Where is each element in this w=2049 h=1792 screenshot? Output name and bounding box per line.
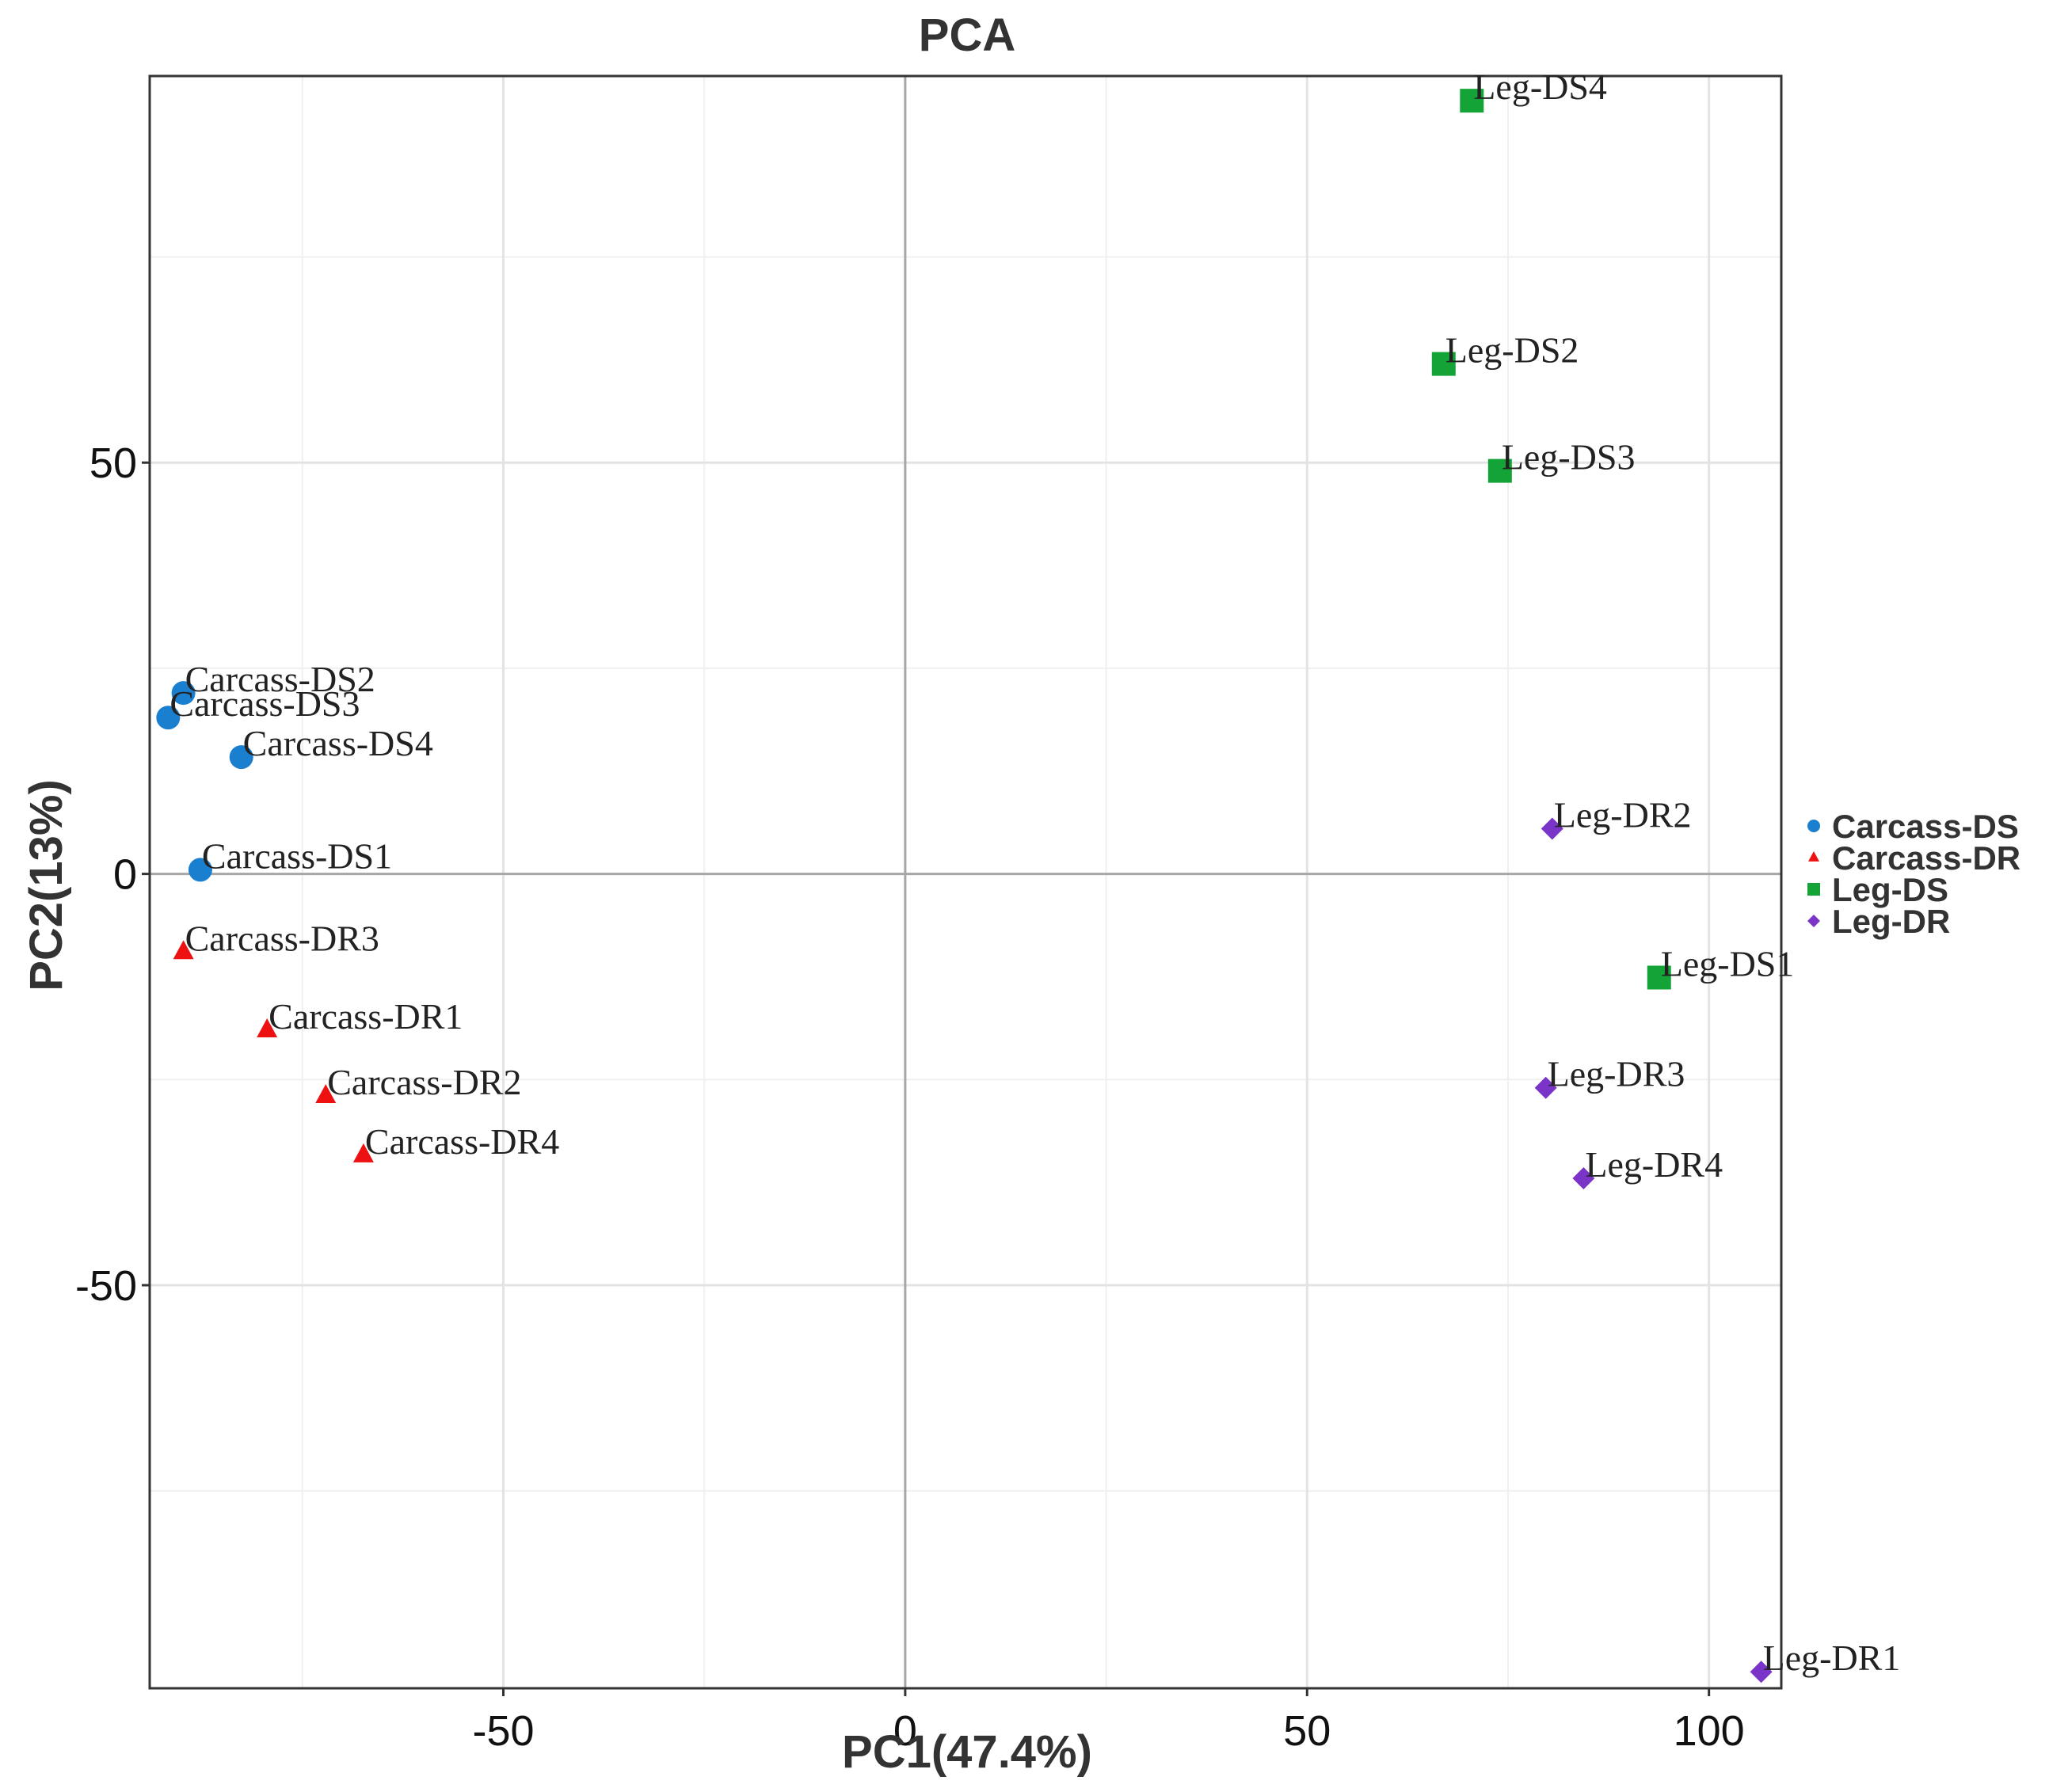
point-carcass-ds4 bbox=[229, 745, 253, 770]
minor-gridlines bbox=[150, 76, 1781, 1688]
point-leg-dr1 bbox=[1750, 1661, 1773, 1684]
point-label-leg-dr3: Leg-DR3 bbox=[1548, 1054, 1685, 1094]
point-label-leg-dr1: Leg-DR1 bbox=[1763, 1638, 1901, 1678]
x-tick-label: -50 bbox=[472, 1707, 534, 1755]
point-carcass-dr2 bbox=[315, 1084, 337, 1104]
y-tick-label: 50 bbox=[90, 439, 137, 487]
plot-panel-border bbox=[148, 74, 1783, 1690]
x-tick-label: 100 bbox=[1674, 1707, 1745, 1755]
point-label-leg-dr2: Leg-DR2 bbox=[1554, 794, 1692, 835]
legend-label-leg-dr: Leg-DR bbox=[1832, 903, 1950, 940]
point-carcass-ds2 bbox=[171, 681, 196, 706]
point-leg-ds3 bbox=[1487, 458, 1512, 483]
point-label-carcass-dr2: Carcass-DR2 bbox=[327, 1062, 521, 1102]
legend-key-leg-ds bbox=[1807, 883, 1820, 896]
point-label-leg-ds2: Leg-DS2 bbox=[1445, 330, 1579, 371]
point-label-carcass-dr1: Carcass-DR1 bbox=[269, 996, 463, 1037]
y-axis-ticks: -50 0 50 bbox=[75, 439, 150, 1310]
y-tick-label: 0 bbox=[113, 851, 137, 899]
point-label-carcass-ds2: Carcass-DS2 bbox=[185, 659, 375, 699]
point-label-carcass-dr4: Carcass-DR4 bbox=[365, 1121, 559, 1162]
chart-title: PCA bbox=[919, 10, 1015, 61]
point-label-leg-ds1: Leg-DS1 bbox=[1661, 943, 1795, 984]
point-label-carcass-dr3: Carcass-DR3 bbox=[185, 918, 379, 958]
x-tick-label: 50 bbox=[1283, 1707, 1331, 1755]
point-leg-dr2 bbox=[1541, 817, 1563, 840]
y-tick-label: -50 bbox=[75, 1262, 137, 1310]
legend-label-carcass-dr: Carcass-DR bbox=[1832, 839, 2020, 877]
y-axis-label: PC2(13%) bbox=[21, 779, 72, 991]
point-carcass-ds3 bbox=[156, 706, 181, 730]
point-label-leg-ds4: Leg-DS4 bbox=[1473, 67, 1607, 107]
legend-key-leg-dr bbox=[1807, 915, 1820, 927]
point-leg-dr4 bbox=[1572, 1166, 1595, 1189]
point-leg-ds2 bbox=[1431, 352, 1456, 376]
major-gridlines bbox=[150, 76, 1781, 1688]
point-carcass-dr3 bbox=[173, 940, 194, 960]
point-label-carcass-ds3: Carcass-DS3 bbox=[169, 683, 360, 724]
legend-key-carcass-ds bbox=[1807, 820, 1820, 832]
legend-key-carcass-dr bbox=[1808, 850, 1819, 862]
x-axis-label: PC1(47.4%) bbox=[842, 1726, 1092, 1778]
x-tick-label: 0 bbox=[893, 1707, 917, 1755]
point-label-leg-ds3: Leg-DS3 bbox=[1502, 437, 1636, 477]
point-carcass-dr4 bbox=[352, 1143, 374, 1162]
point-label-carcass-ds1: Carcass-DS1 bbox=[202, 835, 392, 876]
data-points bbox=[156, 89, 1773, 1684]
point-label-carcass-ds4: Carcass-DS4 bbox=[243, 723, 433, 763]
point-carcass-ds1 bbox=[188, 858, 212, 882]
legend-label-carcass-ds: Carcass-DS bbox=[1832, 808, 2019, 845]
point-leg-dr3 bbox=[1534, 1076, 1557, 1099]
x-axis-ticks: -50 0 50 100 bbox=[472, 1688, 1745, 1755]
point-carcass-dr1 bbox=[257, 1018, 278, 1037]
point-leg-ds1 bbox=[1647, 965, 1671, 990]
legend-label-leg-ds: Leg-DS bbox=[1832, 871, 1948, 908]
point-leg-ds4 bbox=[1460, 89, 1484, 113]
zero-lines bbox=[150, 76, 1781, 1688]
point-label-leg-dr4: Leg-DR4 bbox=[1585, 1144, 1723, 1185]
